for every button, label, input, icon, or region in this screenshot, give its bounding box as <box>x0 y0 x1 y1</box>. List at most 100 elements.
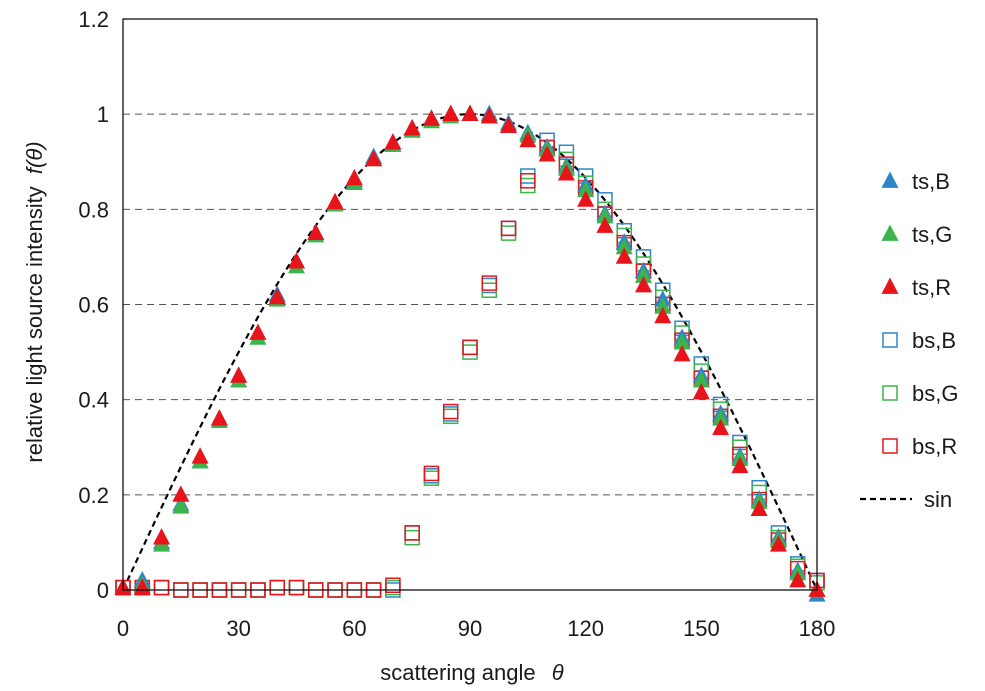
point-ts-r <box>538 145 556 162</box>
legend-marker-bs-g <box>882 385 898 401</box>
point-bs-g <box>500 225 517 241</box>
point-bs-b <box>520 168 536 184</box>
point-ts-r <box>750 499 768 516</box>
point-bs-g <box>462 344 478 360</box>
point-ts-r <box>210 409 228 426</box>
point-ts-r <box>673 344 691 362</box>
point-ts-g <box>615 237 633 255</box>
point-ts-g <box>654 297 672 314</box>
point-ts-g <box>596 206 614 224</box>
point-ts-r <box>172 485 190 502</box>
point-ts-r <box>384 133 402 150</box>
sin-curve <box>122 113 818 591</box>
y-tick-label: 0 <box>97 578 109 603</box>
x-tick-label: 60 <box>342 616 366 641</box>
point-ts-g <box>692 371 710 388</box>
data-points <box>114 104 826 602</box>
series-bs-b <box>115 132 825 598</box>
point-ts-r <box>191 447 209 464</box>
x-axis-label-text: scattering angle <box>380 660 535 685</box>
legend-label: bs,R <box>912 434 957 459</box>
point-bs-r <box>404 525 420 541</box>
x-tick-label: 90 <box>458 616 482 641</box>
y-axis-label-text: relative light source intensity <box>22 186 47 462</box>
point-ts-g <box>673 333 691 350</box>
legend-marker-ts-b <box>881 171 899 188</box>
legend-item-bs-b: bs,B <box>882 328 956 353</box>
y-tick-label: 1.2 <box>78 7 109 32</box>
point-ts-r <box>712 418 730 436</box>
point-bs-b <box>269 579 285 596</box>
legend-item-ts-b: ts,B <box>881 169 950 194</box>
point-bs-r <box>520 173 536 189</box>
point-ts-r <box>500 116 518 133</box>
point-bs-r <box>385 577 401 593</box>
y-tick-label: 1 <box>97 102 109 127</box>
legend-marker-ts-g <box>881 224 899 241</box>
legend-item-ts-r: ts,R <box>881 275 951 300</box>
point-bs-b <box>404 525 420 541</box>
point-ts-r <box>519 130 537 148</box>
point-bs-b <box>462 339 478 356</box>
legend-marker-bs-b <box>882 332 898 348</box>
point-bs-b <box>500 220 517 237</box>
point-ts-r <box>615 247 633 264</box>
point-bs-r <box>153 579 170 596</box>
y-tick-labels: 0 0.2 0.4 0.6 0.8 1 1.2 <box>78 7 109 603</box>
point-ts-r <box>422 109 440 126</box>
point-ts-g <box>635 266 652 283</box>
point-ts-r <box>326 192 344 210</box>
point-ts-r <box>769 535 787 552</box>
legend-item-ts-g: ts,G <box>881 222 952 247</box>
x-axis-label: scattering angle θ <box>380 660 563 685</box>
point-ts-r <box>288 252 305 269</box>
point-bs-b <box>153 579 170 596</box>
point-ts-r <box>365 149 383 167</box>
plot-frame <box>122 18 818 591</box>
x-tick-label: 150 <box>683 616 720 641</box>
point-ts-r <box>307 223 325 241</box>
point-ts-r <box>654 306 672 324</box>
x-tick-label: 180 <box>799 616 836 641</box>
point-ts-r <box>635 275 652 293</box>
point-bs-r <box>269 579 285 596</box>
y-axis-label: relative light source intensity f(θ) <box>22 141 47 462</box>
point-bs-g <box>404 529 420 546</box>
point-bs-g <box>520 177 536 194</box>
legend-item-bs-r: bs,R <box>882 434 957 459</box>
legend-label: ts,R <box>912 275 951 300</box>
grid-lines <box>123 113 817 496</box>
point-ts-g <box>172 497 190 514</box>
sin-curve-series <box>122 113 818 591</box>
point-bs-g <box>269 579 285 596</box>
y-tick-label: 0.2 <box>78 483 109 508</box>
point-ts-r <box>577 190 595 207</box>
legend-label: bs,B <box>912 328 956 353</box>
legend-label: ts,B <box>912 169 950 194</box>
legend-marker-ts-r <box>881 277 899 294</box>
point-bs-r <box>423 465 440 482</box>
x-axis-label-symbol: θ <box>552 660 564 685</box>
point-ts-r <box>480 107 498 124</box>
point-ts-g <box>577 180 595 198</box>
point-ts-r <box>557 164 575 181</box>
point-ts-r <box>692 383 710 400</box>
point-ts-r <box>230 366 248 383</box>
y-tick-label: 0.6 <box>78 293 109 318</box>
point-bs-g <box>288 579 305 596</box>
point-ts-r <box>789 570 807 588</box>
series-ts-r <box>114 104 826 597</box>
point-bs-g <box>153 579 170 596</box>
legend-item-sin: sin <box>860 487 952 512</box>
legend-label: bs,G <box>912 381 958 406</box>
series-ts-g <box>114 104 826 597</box>
x-tick-label: 120 <box>567 616 604 641</box>
point-ts-r <box>403 118 421 136</box>
point-bs-r <box>462 339 478 356</box>
legend: ts,B ts,G ts,R bs,B bs,G bs,R sin <box>860 169 958 512</box>
x-tick-label: 0 <box>117 616 129 641</box>
legend-label: sin <box>924 487 952 512</box>
point-ts-g <box>712 409 730 426</box>
point-ts-r <box>731 456 749 474</box>
